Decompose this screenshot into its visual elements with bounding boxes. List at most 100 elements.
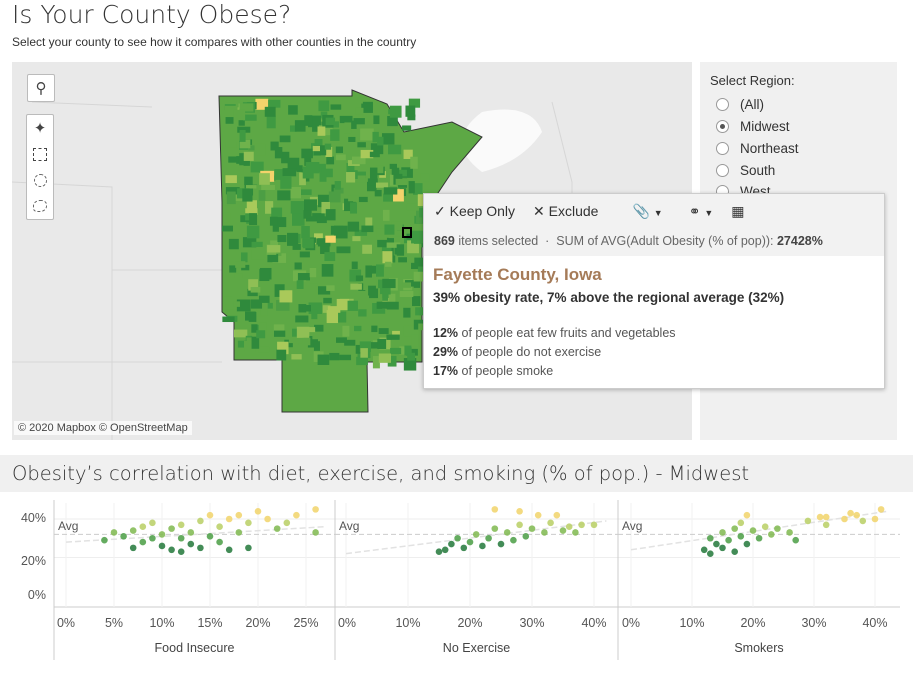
county-tile[interactable] (268, 99, 281, 108)
county-tile[interactable] (223, 192, 231, 206)
county-tile[interactable] (353, 118, 365, 125)
county-tile[interactable] (391, 221, 403, 231)
county-tile[interactable] (273, 330, 286, 337)
county-tile[interactable] (246, 225, 260, 239)
county-tile[interactable] (382, 209, 390, 221)
county-tile[interactable] (238, 115, 245, 126)
county-tile[interactable] (243, 151, 254, 161)
county-tile[interactable] (307, 339, 318, 348)
county-tile[interactable] (356, 175, 366, 183)
county-tile[interactable] (305, 216, 320, 222)
county-tile[interactable] (276, 298, 290, 311)
county-point[interactable] (245, 544, 252, 552)
county-tile[interactable] (252, 175, 263, 185)
county-tile[interactable] (376, 301, 390, 309)
county-point[interactable] (503, 529, 511, 536)
county-tile[interactable] (317, 354, 330, 365)
county-tile[interactable] (323, 297, 332, 304)
county-tile[interactable] (361, 103, 373, 111)
county-tile[interactable] (382, 283, 391, 295)
county-tile[interactable] (351, 156, 366, 165)
county-tile[interactable] (339, 354, 352, 361)
county-tile[interactable] (303, 238, 314, 249)
lasso-select-icon[interactable] (27, 193, 53, 219)
county-tile[interactable] (386, 334, 400, 340)
county-point[interactable] (707, 534, 714, 542)
county-tile[interactable] (326, 156, 335, 165)
county-tile[interactable] (325, 209, 336, 221)
county-point[interactable] (743, 511, 751, 519)
county-tile[interactable] (403, 325, 415, 337)
county-tile[interactable] (309, 267, 317, 278)
county-tile[interactable] (396, 169, 407, 177)
county-tile[interactable] (239, 103, 254, 112)
county-tile[interactable] (346, 120, 357, 129)
county-tile[interactable] (282, 168, 297, 177)
county-tile[interactable] (264, 106, 276, 117)
county-tile[interactable] (225, 117, 234, 124)
county-tile[interactable] (256, 306, 265, 317)
county-point[interactable] (254, 508, 262, 515)
county-tile[interactable] (314, 324, 324, 332)
county-tile[interactable] (242, 188, 253, 202)
county-tile[interactable] (321, 168, 333, 178)
county-tile[interactable] (299, 172, 306, 186)
county-point[interactable] (510, 536, 517, 544)
county-point[interactable] (235, 511, 243, 519)
county-point[interactable] (149, 519, 156, 527)
county-point[interactable] (312, 529, 319, 536)
county-point[interactable] (792, 536, 799, 544)
county-tile[interactable] (298, 337, 311, 346)
county-point[interactable] (225, 546, 233, 554)
county-tile[interactable] (363, 279, 377, 291)
county-tile[interactable] (248, 145, 260, 151)
county-point[interactable] (491, 525, 499, 532)
county-tile[interactable] (414, 257, 425, 268)
county-tile[interactable] (330, 104, 342, 110)
county-point[interactable] (737, 533, 745, 540)
county-tile[interactable] (277, 234, 287, 243)
county-tile[interactable] (371, 265, 381, 274)
county-tile[interactable] (411, 262, 419, 270)
county-tile[interactable] (274, 169, 284, 180)
county-tile[interactable] (344, 122, 352, 134)
county-tile[interactable] (325, 117, 336, 126)
county-tile[interactable] (237, 126, 251, 133)
county-tile[interactable] (272, 253, 287, 263)
county-point[interactable] (479, 542, 486, 550)
county-point[interactable] (139, 523, 147, 530)
county-tile[interactable] (316, 216, 327, 224)
county-point[interactable] (590, 521, 598, 529)
county-tile[interactable] (412, 296, 421, 307)
county-tile[interactable] (407, 240, 419, 254)
county-tile[interactable] (330, 129, 340, 141)
county-tile[interactable] (309, 283, 318, 295)
county-tile[interactable] (313, 326, 321, 338)
county-tile[interactable] (369, 167, 378, 180)
county-tile[interactable] (228, 156, 239, 163)
county-tile[interactable] (389, 163, 397, 169)
county-tile[interactable] (398, 257, 407, 263)
county-tile[interactable] (371, 325, 378, 333)
county-tile[interactable] (233, 329, 248, 338)
county-tile[interactable] (225, 141, 237, 148)
county-tile[interactable] (365, 265, 373, 278)
county-tile[interactable] (350, 283, 362, 290)
county-tile[interactable] (276, 349, 287, 361)
county-tile[interactable] (383, 193, 394, 202)
county-tile[interactable] (356, 171, 366, 179)
county-point[interactable] (877, 506, 885, 513)
county-tile[interactable] (314, 163, 326, 173)
county-point[interactable] (572, 529, 579, 536)
county-tile[interactable] (270, 141, 279, 151)
county-tile[interactable] (289, 125, 297, 132)
county-tile[interactable] (251, 324, 258, 333)
county-point[interactable] (120, 533, 127, 540)
county-point[interactable] (713, 540, 720, 548)
county-point[interactable] (755, 534, 763, 542)
county-point[interactable] (859, 517, 867, 525)
county-point[interactable] (177, 548, 185, 556)
county-tile[interactable] (240, 252, 248, 263)
county-tile[interactable] (265, 201, 274, 214)
county-tile[interactable] (259, 322, 267, 335)
